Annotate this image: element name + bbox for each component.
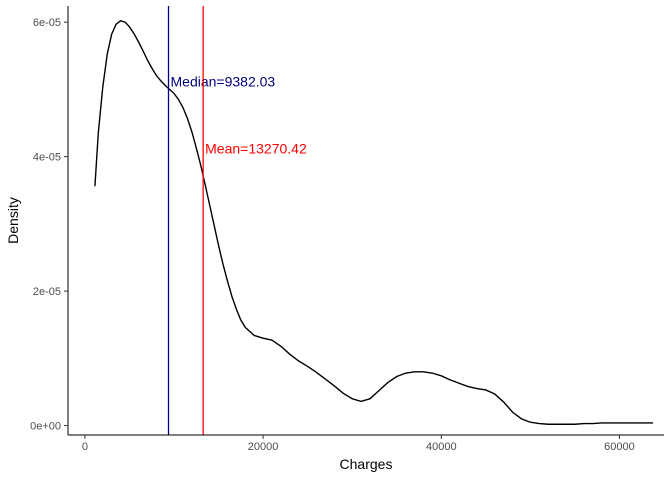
median-label: Median=9382.03: [171, 73, 276, 89]
y-tick-label: 2e-05: [33, 286, 61, 298]
y-axis-title: Density: [5, 197, 21, 244]
density-line: [94, 20, 654, 425]
x-tick-label: 60000: [604, 441, 635, 453]
axis-ticks: 0 20000 40000 60000 0e+00 2e-05 4e-05 6e-05: [30, 17, 635, 453]
y-tick-label: 4e-05: [33, 152, 61, 164]
x-tick-label: 0: [82, 441, 88, 453]
y-tick-label: 6e-05: [33, 17, 61, 29]
mean-label: Mean=13270.42: [205, 141, 307, 157]
plot-area: Median=9382.03 Mean=13270.42: [94, 6, 654, 435]
x-tick-label: 20000: [248, 441, 279, 453]
x-tick-label: 40000: [426, 441, 457, 453]
x-axis-title: Charges: [340, 456, 393, 472]
y-tick-label: 0e+00: [30, 421, 61, 433]
